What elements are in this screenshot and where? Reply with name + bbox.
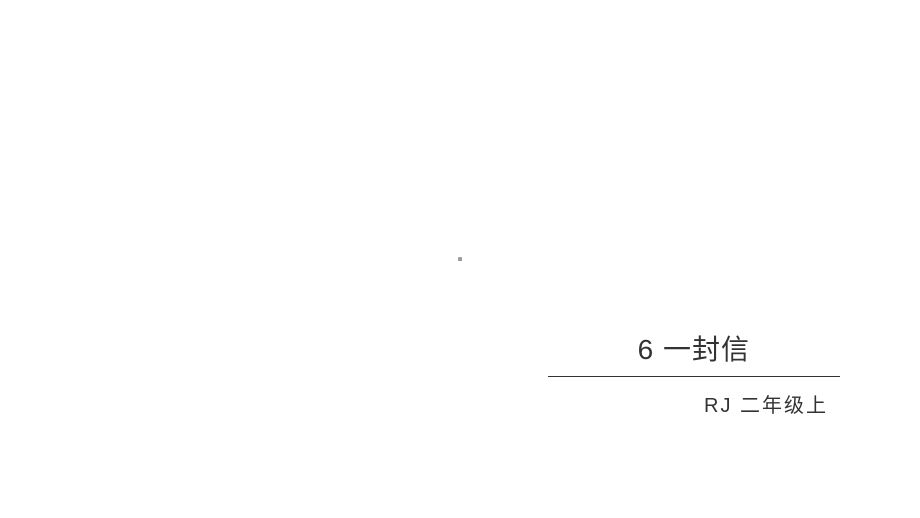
title-block: 6 一封信 RJ 二年级上 (548, 328, 840, 418)
center-marker: ■ (458, 255, 463, 264)
slide-subtitle: RJ 二年级上 (548, 389, 840, 418)
slide-title: 6 一封信 (548, 328, 840, 377)
